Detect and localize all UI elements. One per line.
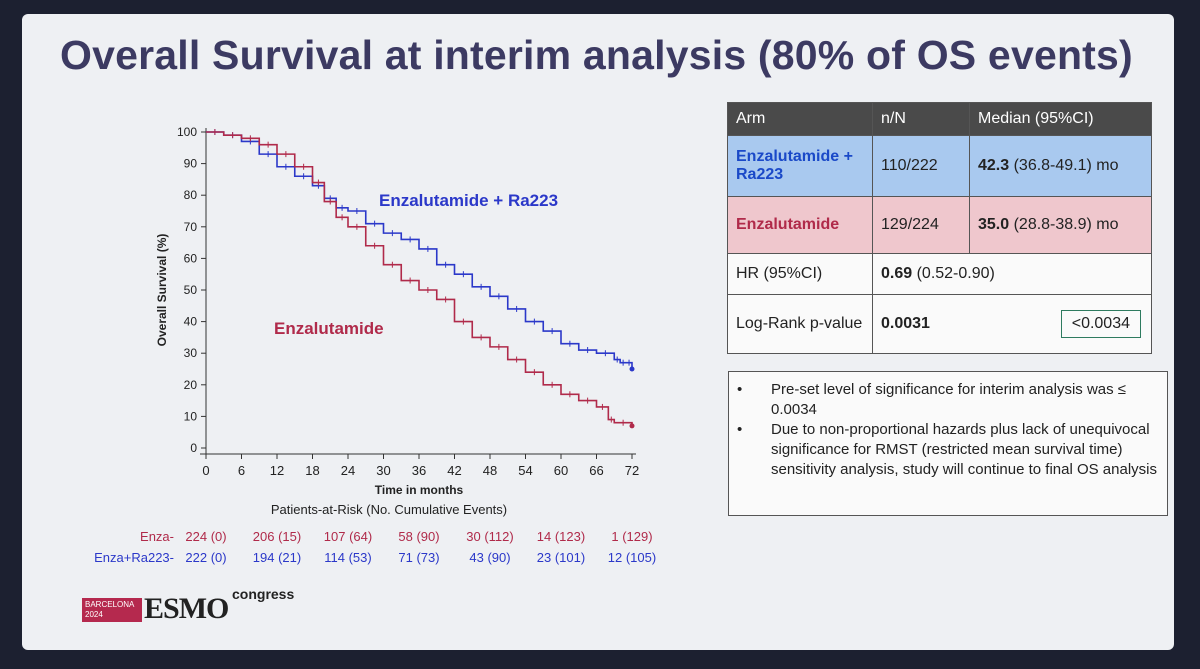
at-risk-value: 206 (15) bbox=[253, 529, 301, 544]
x-tick-label: 72 bbox=[625, 463, 639, 478]
hr-point: 0.69 bbox=[881, 265, 913, 282]
at-risk-title: Patients-at-Risk (No. Cumulative Events) bbox=[271, 502, 507, 517]
x-tick-label: 0 bbox=[202, 463, 209, 478]
median-enza-ra223: 42.3 (36.8-49.1) mo bbox=[969, 135, 1152, 197]
at-risk-value: 194 (21) bbox=[253, 550, 301, 565]
x-tick-label: 24 bbox=[341, 463, 355, 478]
at-risk-row-label: Enza+Ra223- bbox=[94, 550, 174, 565]
x-tick-label: 42 bbox=[447, 463, 461, 478]
results-table: Arm n/N Median (95%CI) Enzalutamide + Ra… bbox=[727, 102, 1152, 354]
x-tick-label: 60 bbox=[554, 463, 568, 478]
label-enza-ra223: Enzalutamide + Ra223 bbox=[379, 191, 558, 210]
threshold-cell: <0.0034 bbox=[969, 294, 1152, 354]
x-tick-label: 66 bbox=[589, 463, 603, 478]
slide: Overall Survival at interim analysis (80… bbox=[22, 14, 1174, 650]
y-tick-label: 20 bbox=[184, 378, 198, 392]
threshold-box: <0.0034 bbox=[1060, 310, 1141, 338]
table-header-row: Arm n/N Median (95%CI) bbox=[727, 102, 1152, 136]
at-risk-row-label: Enza- bbox=[140, 529, 174, 544]
logrank-p: 0.0031 bbox=[881, 315, 930, 332]
page-title: Overall Survival at interim analysis (80… bbox=[60, 32, 1133, 78]
note-item: Pre-set level of significance for interi… bbox=[737, 380, 1167, 420]
bottom-strip bbox=[0, 650, 1200, 669]
median-enza: 35.0 (28.8-38.9) mo bbox=[969, 196, 1152, 254]
median-value: 42.3 bbox=[978, 157, 1010, 174]
at-risk-value: 1 (129) bbox=[611, 529, 652, 544]
at-risk-value: 224 (0) bbox=[185, 529, 226, 544]
y-tick-label: 80 bbox=[184, 188, 198, 202]
logo-badge: BARCELONA 2024 bbox=[82, 598, 142, 622]
median-value: 35.0 bbox=[978, 216, 1010, 233]
table-row-logrank: Log-Rank p-value 0.0031 <0.0034 bbox=[727, 294, 1152, 354]
at-risk-value: 222 (0) bbox=[185, 550, 226, 565]
y-tick-label: 0 bbox=[190, 441, 197, 455]
y-axis-label: Overall Survival (%) bbox=[155, 234, 169, 347]
at-risk-value: 14 (123) bbox=[537, 529, 585, 544]
y-tick-label: 60 bbox=[184, 251, 198, 265]
n-enza-ra223: 110/222 bbox=[872, 135, 970, 197]
at-risk-value: 12 (105) bbox=[608, 550, 656, 565]
km-curve bbox=[206, 131, 633, 426]
x-tick-label: 48 bbox=[483, 463, 497, 478]
at-risk-value: 23 (101) bbox=[537, 550, 585, 565]
y-tick-label: 30 bbox=[184, 346, 198, 360]
table-row-hr: HR (95%CI) 0.69 (0.52-0.90) bbox=[727, 253, 1152, 295]
at-risk-value: 58 (90) bbox=[398, 529, 439, 544]
header-arm: Arm bbox=[727, 102, 873, 136]
logo-brand: ESMO bbox=[144, 592, 229, 625]
median-ci: (36.8-49.1) mo bbox=[1009, 157, 1119, 174]
y-tick-label: 10 bbox=[184, 409, 198, 423]
note-item: Due to non-proportional hazards plus lac… bbox=[737, 420, 1167, 480]
km-curve bbox=[206, 131, 633, 369]
x-tick-label: 18 bbox=[305, 463, 319, 478]
header-n: n/N bbox=[872, 102, 970, 136]
curve-end-point bbox=[629, 423, 635, 429]
at-risk-value: 71 (73) bbox=[398, 550, 439, 565]
x-tick-label: 30 bbox=[376, 463, 390, 478]
x-tick-label: 54 bbox=[518, 463, 532, 478]
x-axis-label: Time in months bbox=[375, 483, 464, 497]
at-risk-value: 114 (53) bbox=[324, 550, 371, 565]
table-row-enza-ra223: Enzalutamide + Ra223 110/222 42.3 (36.8-… bbox=[727, 135, 1152, 197]
median-ci: (28.8-38.9) mo bbox=[1009, 216, 1119, 233]
arm-enza-ra223: Enzalutamide + Ra223 bbox=[727, 135, 873, 197]
logrank-value: 0.0031 bbox=[872, 294, 970, 354]
y-tick-label: 90 bbox=[184, 157, 198, 171]
logrank-label: Log-Rank p-value bbox=[727, 294, 873, 354]
n-enza: 129/224 bbox=[872, 196, 970, 254]
x-tick-label: 12 bbox=[270, 463, 284, 478]
x-tick-label: 36 bbox=[412, 463, 426, 478]
km-chart: 0 10 20 30 40 50 60 70 80 90 100 0 6 12 18 24 30 36 42 48 54… bbox=[94, 125, 656, 565]
x-tick-label: 6 bbox=[238, 463, 245, 478]
y-tick-label: 70 bbox=[184, 220, 198, 234]
hr-ci: (0.52-0.90) bbox=[912, 265, 995, 282]
logo-year: 2024 bbox=[85, 610, 103, 619]
table-row-enza: Enzalutamide 129/224 35.0 (28.8-38.9) mo bbox=[727, 196, 1152, 254]
header-median: Median (95%CI) bbox=[969, 102, 1152, 136]
at-risk-value: 30 (112) bbox=[466, 529, 513, 544]
label-enza: Enzalutamide bbox=[274, 319, 384, 338]
at-risk-value: 107 (64) bbox=[324, 529, 372, 544]
y-tick-label: 50 bbox=[184, 283, 198, 297]
logo-city: BARCELONA bbox=[85, 600, 135, 609]
arm-enza: Enzalutamide bbox=[727, 196, 873, 254]
hr-value: 0.69 (0.52-0.90) bbox=[872, 253, 1152, 295]
logo-suffix: congress bbox=[232, 586, 295, 602]
notes-box: Pre-set level of significance for interi… bbox=[728, 371, 1168, 516]
at-risk-value: 43 (90) bbox=[469, 550, 510, 565]
y-tick-label: 100 bbox=[177, 125, 197, 139]
y-tick-label: 40 bbox=[184, 315, 198, 329]
curve-end-point bbox=[629, 366, 635, 372]
hr-label: HR (95%CI) bbox=[727, 253, 873, 295]
